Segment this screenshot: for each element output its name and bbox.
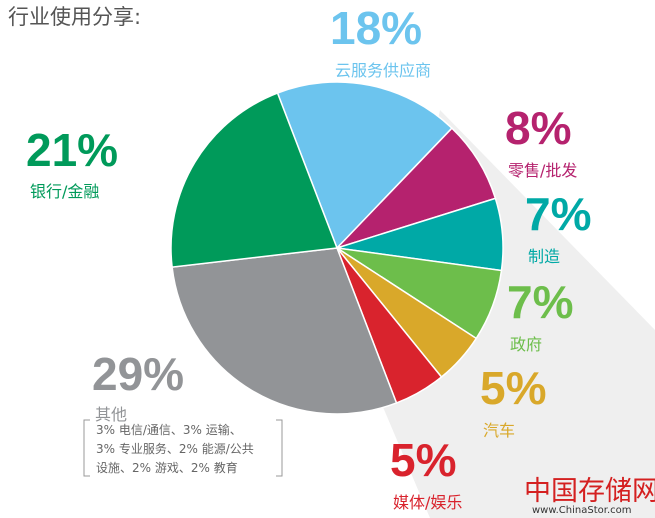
slice-percent: 8% xyxy=(505,102,571,154)
slice-name: 云服务供应商 xyxy=(335,61,431,80)
slice-percent: 5% xyxy=(480,362,546,414)
slice-name: 制造 xyxy=(528,247,560,266)
pie-slice xyxy=(170,92,339,268)
slice-percent: 5% xyxy=(390,434,456,486)
slice-name: 汽车 xyxy=(483,421,515,440)
slice-name: 其他 xyxy=(95,405,127,424)
note-line: 3% 专业服务、2% 能源/公共 xyxy=(96,441,254,456)
watermark-url: www.ChinaStor.com xyxy=(532,505,631,516)
slice-percent: 7% xyxy=(507,276,573,328)
chart-title: 行业使用分享: xyxy=(8,5,141,29)
note-line: 3% 电信/通信、3% 运输、 xyxy=(96,422,242,437)
slice-name: 媒体/娱乐 xyxy=(393,493,462,512)
slice-percent: 29% xyxy=(92,348,184,400)
pie-slice xyxy=(171,247,398,415)
slice-percent: 7% xyxy=(525,188,591,240)
note-line: 设施、2% 游戏、2% 教育 xyxy=(96,460,238,475)
slice-name: 政府 xyxy=(510,335,542,354)
slice-percent: 18% xyxy=(330,2,422,54)
slice-name: 零售/批发 xyxy=(508,161,577,180)
slice-percent: 21% xyxy=(26,124,118,176)
slice-name: 银行/金融 xyxy=(30,182,99,201)
watermark: 中国存储网 xyxy=(524,476,655,507)
note-bracket xyxy=(83,419,283,477)
pie xyxy=(170,81,504,415)
